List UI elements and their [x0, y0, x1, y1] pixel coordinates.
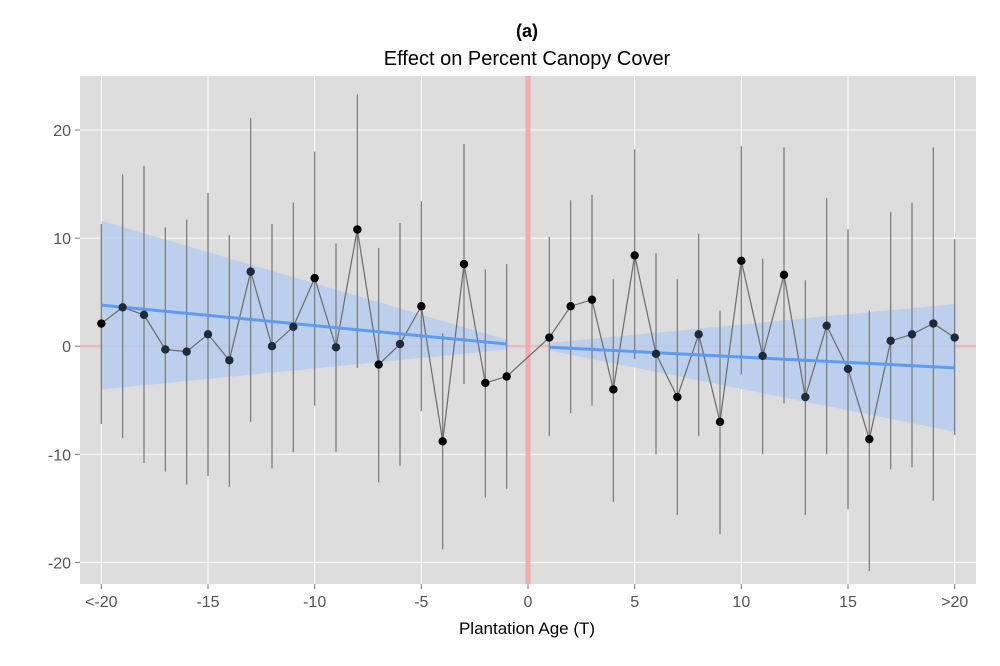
y-tick-label: 10 [53, 231, 71, 248]
confidence-band [549, 304, 955, 432]
chart-subtitle: Effect on Percent Canopy Cover [384, 48, 671, 70]
data-point [310, 273, 319, 283]
data-point [139, 310, 149, 320]
x-tick-label: 10 [732, 594, 750, 611]
data-point [459, 259, 469, 269]
x-tick-label: <-20 [85, 594, 118, 611]
data-point [353, 225, 362, 234]
data-point [182, 347, 191, 356]
data-point [225, 356, 234, 365]
data-point [673, 392, 682, 402]
data-point [438, 437, 447, 446]
y-tick-label: -20 [48, 555, 71, 572]
data-point [545, 333, 554, 342]
x-axis-title: Plantation Age (T) [459, 619, 595, 638]
data-point [630, 251, 639, 260]
x-tick-label: 15 [839, 594, 857, 611]
data-point [267, 342, 277, 351]
data-point [481, 378, 490, 388]
y-tick-label: -10 [48, 447, 71, 464]
data-point [865, 434, 874, 444]
plot-area: 20 10 0 -10 -20 <-20 -15 -10 -5 0 5 10 15 >20 [48, 76, 976, 611]
x-tick-label: 5 [630, 594, 639, 611]
data-point [801, 392, 810, 402]
data-point [246, 267, 255, 276]
data-point [161, 345, 170, 354]
data-point [886, 336, 895, 346]
data-point [737, 256, 746, 266]
data-point [694, 330, 703, 339]
data-point [779, 270, 789, 280]
data-point [331, 343, 341, 352]
y-tick-label: 20 [53, 123, 71, 140]
x-tick-label: 0 [524, 594, 533, 611]
y-tick-label: 0 [62, 339, 71, 356]
data-point [929, 319, 938, 328]
x-tick-label: -15 [196, 594, 219, 611]
data-point [907, 330, 917, 339]
data-point [587, 295, 597, 304]
fit-line [101, 303, 507, 346]
data-point [395, 339, 405, 349]
fit-line [549, 345, 955, 370]
data-point [374, 360, 383, 369]
data-point [118, 303, 127, 312]
data-point [651, 349, 661, 358]
data-point [97, 319, 106, 328]
data-point [822, 321, 831, 330]
chart-title: (a) [516, 21, 538, 41]
data-point [609, 385, 618, 394]
data-point [203, 330, 213, 339]
data-point [843, 364, 853, 374]
data-point [758, 351, 767, 361]
x-tick-label: >20 [941, 594, 968, 611]
data-point [417, 302, 426, 311]
data-point [502, 372, 511, 381]
data-point [289, 322, 298, 331]
data-point [715, 417, 725, 427]
data-point [950, 333, 959, 342]
x-tick-label: -10 [303, 594, 326, 611]
data-point [566, 302, 575, 311]
x-tick-label: -5 [414, 594, 428, 611]
confidence-band [101, 220, 507, 390]
